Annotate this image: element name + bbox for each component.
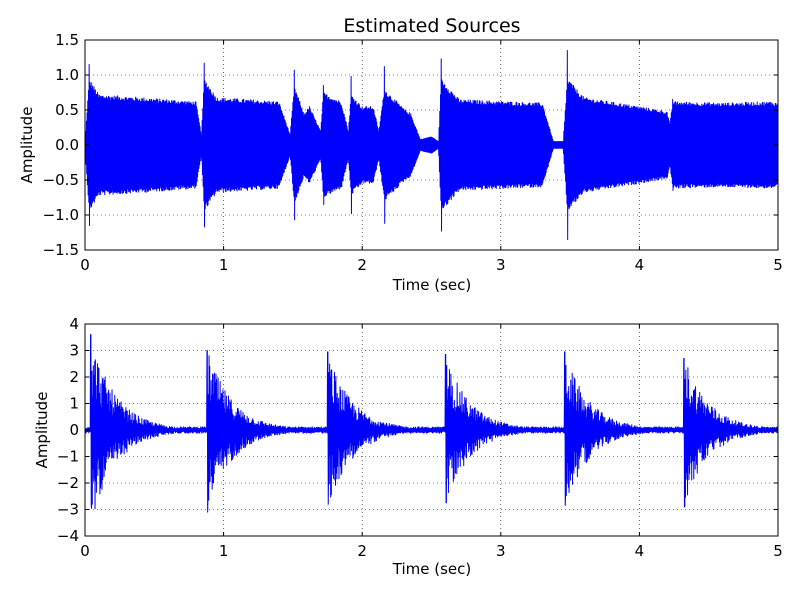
x-tick-label: 3 — [496, 542, 506, 560]
y-tick-label: −3 — [57, 501, 79, 519]
x-tick-label: 4 — [635, 256, 645, 274]
grid — [85, 324, 778, 536]
chart-title: Estimated Sources — [343, 15, 520, 37]
x-axis-title: Time (sec) — [392, 276, 471, 294]
chart-estimated-source-2: 0 1 2 3 4 5 4 3 2 1 0 −1 −2 −3 −4 Time (sec) Amplitude — [33, 315, 783, 578]
x-tick-label: 1 — [219, 542, 229, 560]
x-tick-label: 1 — [219, 256, 229, 274]
y-tick-label: 1.5 — [55, 31, 79, 49]
x-tick-label: 5 — [773, 256, 783, 274]
y-axis-title: Amplitude — [33, 392, 51, 469]
x-axis-title: Time (sec) — [392, 560, 471, 578]
y-tick-label: −4 — [57, 527, 79, 545]
y-tick-label: −0.5 — [43, 171, 79, 189]
y-tick-label: 3 — [69, 342, 79, 360]
y-tick-label: 2 — [69, 368, 79, 386]
chart-estimated-source-1: Estimated Sources 0 1 2 3 4 5 1.5 1.0 0.5 0.0 −0.5… — [18, 15, 783, 294]
y-tick-label: 0 — [69, 421, 79, 439]
x-tick-label: 5 — [773, 542, 783, 560]
y-tick-label: 0.0 — [55, 136, 79, 154]
y-tick-label: 1.0 — [55, 66, 79, 84]
y-tick-label: 0.5 — [55, 101, 79, 119]
y-tick-label: 1 — [69, 395, 79, 413]
series-line — [84, 334, 779, 513]
x-tick-label: 0 — [80, 542, 90, 560]
x-tick-label: 3 — [496, 256, 506, 274]
ticks: 0 1 2 3 4 5 1.5 1.0 0.5 0.0 −0.5 −1.0 −1.5 — [43, 31, 783, 274]
x-tick-label: 0 — [80, 256, 90, 274]
x-tick-label: 2 — [357, 542, 367, 560]
y-tick-label: −1.5 — [43, 241, 79, 259]
series — [84, 334, 779, 513]
y-tick-label: 4 — [69, 315, 79, 333]
y-axis-title: Amplitude — [18, 107, 36, 184]
series-line — [84, 50, 779, 240]
ticks: 0 1 2 3 4 5 4 3 2 1 0 −1 −2 −3 −4 — [57, 315, 783, 560]
y-tick-label: −1 — [57, 448, 79, 466]
y-tick-label: −2 — [57, 474, 79, 492]
y-tick-label: −1.0 — [43, 206, 79, 224]
x-tick-label: 2 — [357, 256, 367, 274]
series — [84, 50, 779, 240]
x-tick-label: 4 — [635, 542, 645, 560]
